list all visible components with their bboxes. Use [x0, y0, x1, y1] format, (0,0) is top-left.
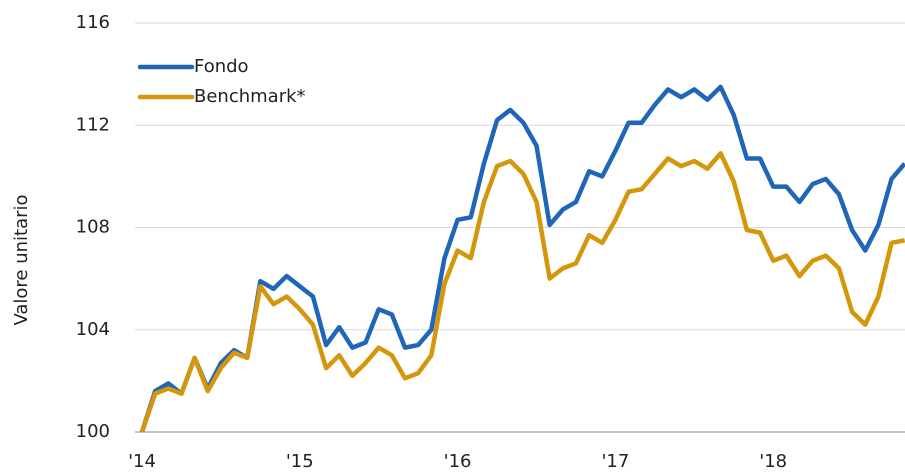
- y-tick-label: 108: [76, 217, 110, 238]
- y-tick-label: 112: [76, 114, 110, 135]
- x-tick-label: '14: [128, 451, 156, 472]
- y-tick-label: 104: [76, 319, 110, 340]
- series-line: [139, 151, 905, 433]
- series-line: [139, 84, 905, 433]
- legend-label: Fondo: [194, 56, 249, 77]
- x-tick-label: '18: [759, 451, 787, 472]
- y-tick-label: 116: [76, 12, 110, 33]
- x-tick-label: '15: [286, 451, 314, 472]
- x-tick-label: '17: [601, 451, 629, 472]
- y-tick-label: 100: [76, 421, 110, 442]
- plot-area: [139, 84, 905, 433]
- y-axis-label: Valore unitario: [11, 194, 32, 325]
- legend-label: Benchmark*: [194, 86, 306, 107]
- x-tick-label: '16: [444, 451, 472, 472]
